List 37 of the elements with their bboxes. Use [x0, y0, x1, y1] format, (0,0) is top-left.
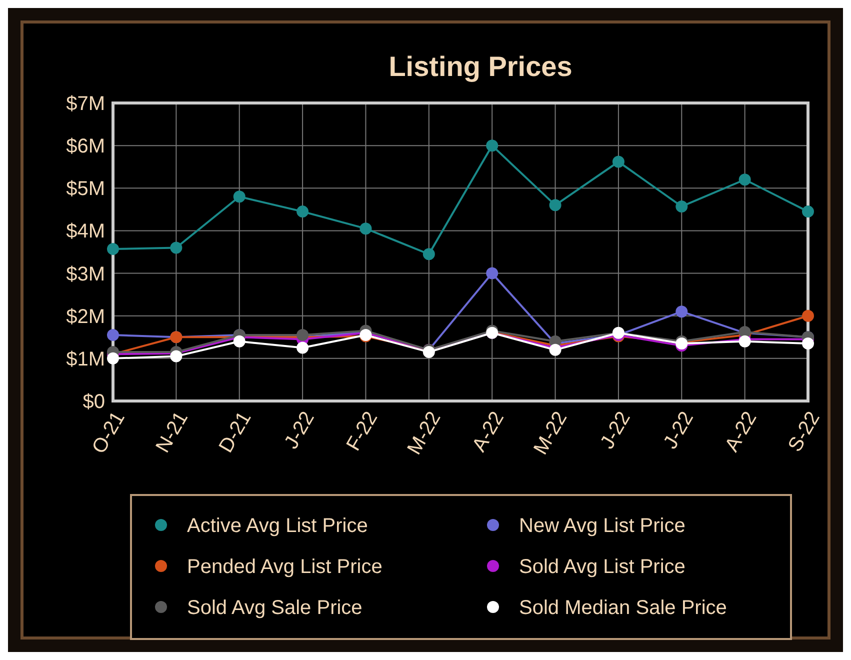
y-tick-label: $5M — [66, 178, 105, 200]
legend-label: Sold Avg List Price — [519, 556, 686, 578]
point — [422, 248, 435, 260]
y-tick-label: $1M — [66, 348, 105, 370]
legend-label: Sold Avg Sale Price — [187, 597, 362, 619]
y-tick-label: $2M — [66, 306, 105, 328]
y-tick-label: $0 — [82, 391, 105, 413]
point — [360, 222, 372, 235]
point — [296, 206, 309, 218]
point — [107, 352, 119, 364]
y-tick-label: $6M — [66, 136, 105, 158]
y-tick-label: $7M — [66, 93, 105, 115]
point — [676, 200, 688, 212]
y-tick-label: $4M — [66, 220, 105, 243]
point — [107, 243, 119, 256]
point — [486, 140, 498, 152]
legend-label: Active Avg List Price — [187, 515, 368, 537]
point — [802, 338, 814, 350]
point — [486, 267, 498, 280]
point — [612, 156, 624, 168]
chart-title: Listing Prices — [388, 51, 572, 82]
legend-label: Sold Median Sale Price — [519, 597, 727, 619]
point — [802, 206, 814, 218]
point — [676, 306, 688, 318]
point — [170, 242, 182, 254]
point — [233, 335, 246, 348]
legend-label: New Avg List Price — [519, 515, 686, 537]
y-tick-label: $3M — [66, 263, 105, 286]
point — [296, 342, 309, 354]
point — [738, 174, 751, 186]
point — [422, 346, 435, 358]
legend-label: Pended Avg List Price — [187, 556, 382, 578]
point — [549, 199, 562, 212]
point — [802, 310, 814, 322]
point — [233, 190, 246, 203]
point — [107, 329, 119, 342]
point — [170, 350, 182, 362]
